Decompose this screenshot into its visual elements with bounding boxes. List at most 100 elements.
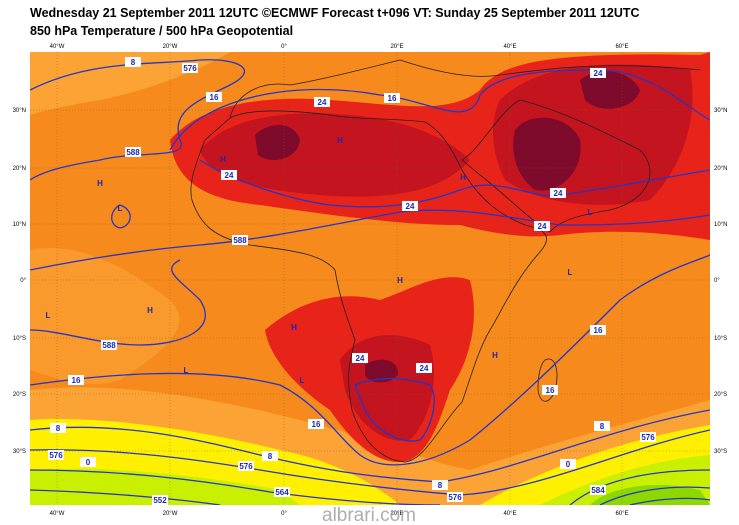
contour-label-box <box>152 495 168 505</box>
contour-label-text: 8 <box>131 58 136 67</box>
contour-label: 564 <box>274 487 290 497</box>
contour-label-text: 16 <box>546 386 555 395</box>
contour-label-text: 24 <box>554 189 563 198</box>
longitude-label: 20°W <box>163 44 178 50</box>
contour-label-box <box>238 461 254 471</box>
geopotential-contours <box>30 59 710 505</box>
pressure-center: L <box>568 268 573 277</box>
contour-label: 24 <box>416 363 432 373</box>
contour-label: 24 <box>550 188 566 198</box>
contour-label-box <box>640 432 656 442</box>
latitude-label: 10°S <box>13 336 26 342</box>
contour-label-text: 564 <box>275 488 289 497</box>
contour-label-box <box>48 450 64 460</box>
contour-label: 24 <box>221 170 237 180</box>
pressure-center: H <box>397 276 403 285</box>
pressure-center: H <box>220 155 226 164</box>
contour-label-box <box>232 235 248 245</box>
contour-label-box <box>206 92 222 102</box>
longitude-label: 40°E <box>503 511 516 517</box>
pressure-center: H <box>291 323 297 332</box>
contour-label-text: 588 <box>233 236 247 245</box>
latitude-label: 30°S <box>13 449 26 455</box>
latitude-label: 0° <box>20 278 26 284</box>
contour-label-text: 24 <box>318 98 327 107</box>
pressure-center: L <box>588 208 593 217</box>
latitude-label: 30°N <box>714 108 727 114</box>
contour-label-box <box>384 93 400 103</box>
contour-label: 16 <box>384 93 400 103</box>
latitude-label: 0° <box>714 278 720 284</box>
contour-label-box <box>590 485 606 495</box>
contour-label: 0 <box>560 459 576 469</box>
contour-label-box <box>274 487 290 497</box>
contour-label: 8 <box>432 480 448 490</box>
contour-label-box <box>550 188 566 198</box>
longitude-label: 60°E <box>615 44 628 50</box>
contour-label-box <box>125 57 141 67</box>
latitude-label: 10°N <box>714 222 727 228</box>
pressure-center: L <box>118 204 123 213</box>
contour-label: 588 <box>125 147 141 157</box>
longitude-label: 0° <box>281 44 287 50</box>
latitude-label: 20°N <box>13 166 26 172</box>
latitude-label: 30°S <box>714 449 727 455</box>
contour-label-box <box>125 147 141 157</box>
contour-label: 16 <box>68 375 84 385</box>
contour-label-box <box>560 459 576 469</box>
field-green <box>590 485 710 505</box>
title: Wednesday 21 September 2011 12UTC ©ECMWF… <box>30 6 640 20</box>
contour-label-text: 16 <box>72 376 81 385</box>
contour-label-text: 24 <box>406 202 415 211</box>
latitude-label: 20°S <box>714 392 727 398</box>
longitude-label: 40°W <box>50 44 65 50</box>
contour-label-box <box>101 340 117 350</box>
latitude-label: 10°S <box>714 336 727 342</box>
contour-label: 24 <box>534 221 550 231</box>
africa-coast <box>190 110 547 463</box>
contour-label-box <box>221 170 237 180</box>
contour-label-box <box>590 325 606 335</box>
contour-label-text: 588 <box>126 148 140 157</box>
contour-label-text: 16 <box>388 94 397 103</box>
contour-label-text: 576 <box>448 493 462 502</box>
contour-label-box <box>68 375 84 385</box>
pressure-center: L <box>184 366 189 375</box>
contour-label: 8 <box>262 451 278 461</box>
contour-label: 588 <box>232 235 248 245</box>
contour-label: 8 <box>594 421 610 431</box>
contour-label-box <box>308 419 324 429</box>
contour-label: 24 <box>352 353 368 363</box>
contour-label-text: 0 <box>86 458 91 467</box>
pressure-center: H <box>492 351 498 360</box>
contour-label-box <box>50 423 66 433</box>
contour-label-text: 576 <box>641 433 655 442</box>
contour-label-box <box>594 421 610 431</box>
contour-label-text: 24 <box>538 222 547 231</box>
contour-label-text: 16 <box>594 326 603 335</box>
contour-label: 576 <box>182 63 198 73</box>
latitude-label: 30°N <box>13 108 26 114</box>
contour-label: 24 <box>590 68 606 78</box>
field-light <box>30 52 230 115</box>
contour-label: 16 <box>590 325 606 335</box>
contour-label: 24 <box>402 201 418 211</box>
latitude-label: 20°N <box>714 166 727 172</box>
contour-label-text: 576 <box>183 64 197 73</box>
contour-label-box <box>432 480 448 490</box>
field-lime <box>30 455 710 505</box>
pressure-center: L <box>46 311 51 320</box>
subtitle: 850 hPa Temperature / 500 hPa Geopotenti… <box>30 24 293 38</box>
pressure-center: L <box>300 376 305 385</box>
longitude-label: 40°W <box>50 511 65 517</box>
contour-label: 576 <box>238 461 254 471</box>
contour-label-text: 8 <box>600 422 605 431</box>
longitude-label: 40°E <box>503 44 516 50</box>
longitude-label: 20°E <box>390 44 403 50</box>
contour-label: 588 <box>101 340 117 350</box>
contour-label: 584 <box>590 485 606 495</box>
contour-label: 24 <box>314 97 330 107</box>
contour-label-box <box>542 385 558 395</box>
